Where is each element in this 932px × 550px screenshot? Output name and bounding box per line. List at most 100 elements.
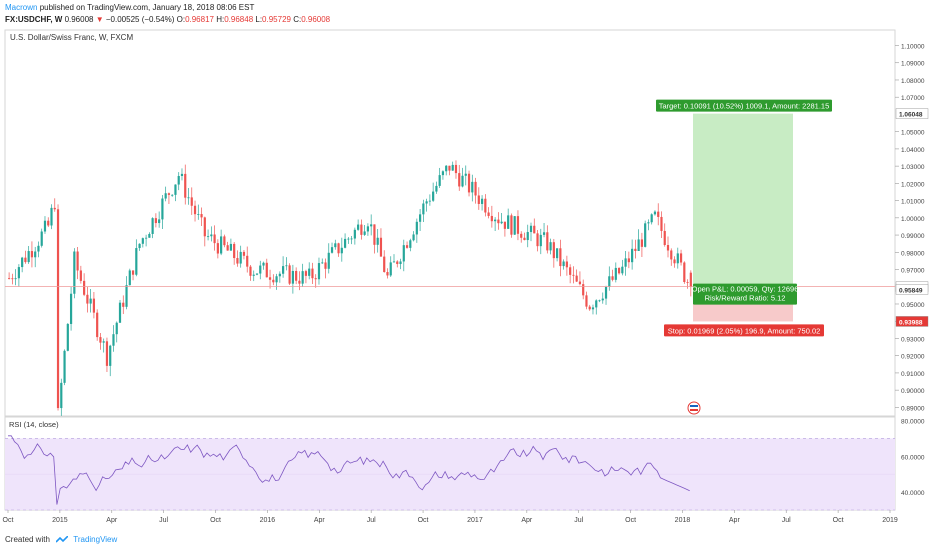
candle-body bbox=[396, 261, 399, 265]
candle-body bbox=[432, 191, 435, 201]
candle-body bbox=[357, 224, 360, 230]
y-tick-label: 0.89000 bbox=[901, 405, 925, 412]
candle-body bbox=[598, 300, 601, 302]
candle-body bbox=[229, 243, 233, 251]
y-tick-label: 0.93000 bbox=[901, 336, 925, 343]
candle-body bbox=[180, 173, 184, 177]
candle-body bbox=[546, 232, 549, 251]
candle-body bbox=[135, 248, 138, 275]
x-tick-label: Jul bbox=[782, 517, 791, 524]
y-tick-label: 1.09000 bbox=[901, 61, 925, 68]
target-label-bg bbox=[656, 99, 832, 112]
candle-body bbox=[236, 258, 239, 264]
candle-body bbox=[210, 234, 213, 237]
candle-body bbox=[105, 341, 109, 366]
high-label: H: bbox=[216, 15, 225, 24]
chart-area[interactable]: U.S. Dollar/Swiss Franc, W, FXCM 1.10000 1… bbox=[0, 28, 932, 528]
open-price-tag-bg bbox=[895, 284, 929, 295]
candle-body bbox=[582, 284, 585, 296]
candle-body bbox=[350, 238, 353, 240]
x-tick-label: Oct bbox=[418, 517, 429, 524]
candle-body bbox=[265, 262, 268, 278]
candle-body bbox=[575, 275, 578, 282]
candle-body bbox=[304, 271, 308, 276]
candle-body bbox=[484, 198, 487, 213]
candle-body bbox=[24, 257, 27, 263]
candle-body bbox=[249, 266, 252, 276]
candle-body bbox=[86, 294, 89, 304]
candle-body bbox=[556, 248, 559, 259]
candle-body bbox=[451, 164, 454, 171]
candle-body bbox=[520, 233, 523, 238]
candle-body bbox=[461, 175, 464, 187]
price-chart[interactable]: U.S. Dollar/Swiss Franc, W, FXCM 1.10000 1… bbox=[0, 28, 932, 528]
x-tick-label: Oct bbox=[625, 517, 636, 524]
x-tick-label: Jul bbox=[574, 517, 583, 524]
candle-body bbox=[503, 221, 507, 229]
candle-body bbox=[288, 265, 291, 284]
y-tick-label: 0.91000 bbox=[901, 371, 925, 378]
stop-price-tag: 0.93988 bbox=[899, 319, 923, 326]
candle-body bbox=[565, 261, 568, 268]
candle-body bbox=[467, 173, 471, 193]
candle-body bbox=[389, 262, 392, 276]
candle-body bbox=[441, 171, 445, 176]
x-tick-label: Apr bbox=[314, 517, 326, 524]
candle-body bbox=[477, 195, 480, 204]
candle-body bbox=[259, 265, 262, 274]
target-price-tag-bg bbox=[895, 108, 929, 119]
candle-body bbox=[415, 221, 418, 235]
candle-body bbox=[539, 234, 542, 247]
candle-body bbox=[301, 271, 304, 284]
candle-body bbox=[383, 256, 386, 273]
chart-header: Macrown published on TradingView.com, Ja… bbox=[0, 0, 932, 28]
candle-body bbox=[640, 239, 644, 247]
candle-body bbox=[657, 211, 660, 217]
candle-body bbox=[637, 239, 640, 251]
candle-body bbox=[83, 280, 86, 295]
candle-body bbox=[435, 185, 438, 192]
candle-body bbox=[490, 215, 493, 222]
candle-body bbox=[330, 247, 334, 253]
candle-body bbox=[291, 270, 294, 284]
y-tick-label: 1.04000 bbox=[901, 147, 925, 154]
y-tick-label: 1.05000 bbox=[901, 130, 925, 137]
candle-body bbox=[17, 267, 20, 279]
symbol-label[interactable]: FX:USDCHF, W bbox=[5, 15, 63, 24]
candle-body bbox=[295, 270, 298, 281]
candle-body bbox=[464, 173, 467, 176]
candle-body bbox=[360, 224, 363, 235]
candle-body bbox=[379, 237, 383, 257]
candle-body bbox=[321, 262, 324, 264]
candle-body bbox=[529, 225, 533, 233]
x-tick-label: 2019 bbox=[882, 517, 898, 524]
candle-body bbox=[494, 219, 497, 222]
footer: Created with TradingView bbox=[0, 532, 117, 548]
candle-body bbox=[187, 197, 190, 199]
candle-body bbox=[366, 226, 370, 232]
candle-body bbox=[402, 245, 405, 262]
author-link[interactable]: Macrown bbox=[5, 3, 38, 12]
y-tick-label: 0.97000 bbox=[901, 268, 925, 275]
candle-body bbox=[516, 216, 520, 234]
candle-body bbox=[164, 193, 167, 199]
candle-body bbox=[663, 230, 666, 245]
candle-body bbox=[670, 250, 673, 260]
ohlc-legend: FX:USDCHF, W 0.96008 ▼ −0.00525 (−0.54%)… bbox=[5, 14, 932, 26]
last-price: 0.96008 bbox=[64, 15, 94, 24]
candle-body bbox=[285, 265, 288, 267]
tradingview-link[interactable]: TradingView bbox=[73, 535, 118, 544]
candle-body bbox=[79, 270, 82, 281]
open-label: O: bbox=[176, 15, 186, 24]
candle-body bbox=[542, 232, 546, 235]
candle-body bbox=[125, 285, 128, 307]
candle-body bbox=[363, 231, 366, 235]
candle-body bbox=[487, 212, 490, 216]
candle-body bbox=[53, 207, 56, 210]
candle-body bbox=[233, 243, 236, 259]
rsi-tick-label: 40.0000 bbox=[901, 490, 925, 497]
candle-body bbox=[8, 278, 11, 279]
candle-body bbox=[317, 263, 321, 280]
candle-body bbox=[673, 259, 676, 264]
rsi-title: RSI (14, close) bbox=[9, 420, 59, 429]
